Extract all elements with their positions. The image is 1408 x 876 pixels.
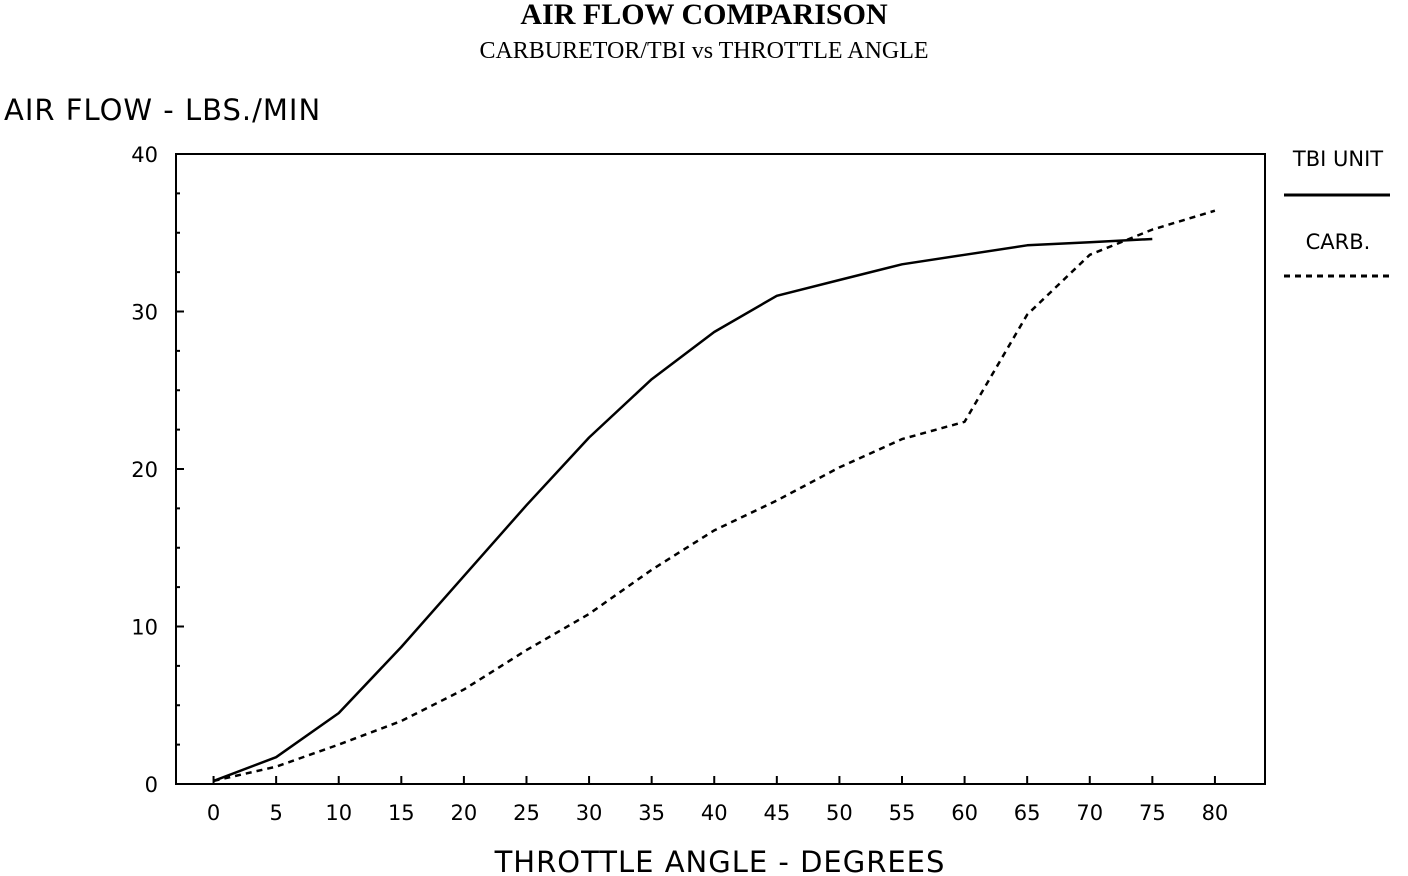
x-tick-label: 75: [1139, 801, 1166, 825]
chart-subtitle: CARBURETOR/TBI vs THROTTLE ANGLE: [479, 38, 928, 64]
x-tick-label: 5: [269, 801, 282, 825]
x-tick-label: 80: [1202, 801, 1229, 825]
y-tick-label: 40: [131, 143, 158, 167]
x-tick-label: 10: [325, 801, 352, 825]
x-tick-label: 0: [207, 801, 220, 825]
x-tick-label: 35: [638, 801, 665, 825]
y-tick-label: 20: [131, 458, 158, 482]
y-tick-label: 30: [131, 301, 158, 325]
legend-label-carb: CARB.: [1306, 230, 1371, 254]
x-tick-label: 40: [701, 801, 728, 825]
y-tick-label: 0: [145, 773, 158, 797]
x-tick-label: 50: [826, 801, 853, 825]
series-line-carb: [213, 209, 1216, 783]
x-tick-label: 55: [889, 801, 916, 825]
x-tick-label: 25: [513, 801, 540, 825]
y-axis-label: AIR FLOW - LBS./MIN: [4, 93, 321, 127]
x-axis-ticks: 0 5 10 15 20 25 30 35 40 45 50 55 60 65 70 75 80: [207, 776, 1228, 825]
x-tick-label: 65: [1014, 801, 1041, 825]
x-tick-label: 30: [576, 801, 603, 825]
x-tick-label: 15: [388, 801, 415, 825]
plot-area-frame: [175, 153, 1266, 785]
x-axis-label: THROTTLE ANGLE - DEGREES: [494, 845, 946, 876]
x-tick-label: 45: [763, 801, 790, 825]
series-layer: [213, 209, 1216, 783]
legend: TBI UNIT CARB.: [1284, 147, 1390, 278]
y-tick-label: 10: [131, 616, 158, 640]
x-tick-label: 70: [1076, 801, 1103, 825]
series-line-tbi-unit: [213, 237, 1153, 783]
y-axis-ticks: 0 10 20 30 40: [131, 143, 184, 797]
x-tick-label: 20: [451, 801, 478, 825]
x-tick-label: 60: [951, 801, 978, 825]
legend-label-tbi-unit: TBI UNIT: [1292, 147, 1383, 171]
chart-title: AIR FLOW COMPARISON: [520, 0, 888, 31]
